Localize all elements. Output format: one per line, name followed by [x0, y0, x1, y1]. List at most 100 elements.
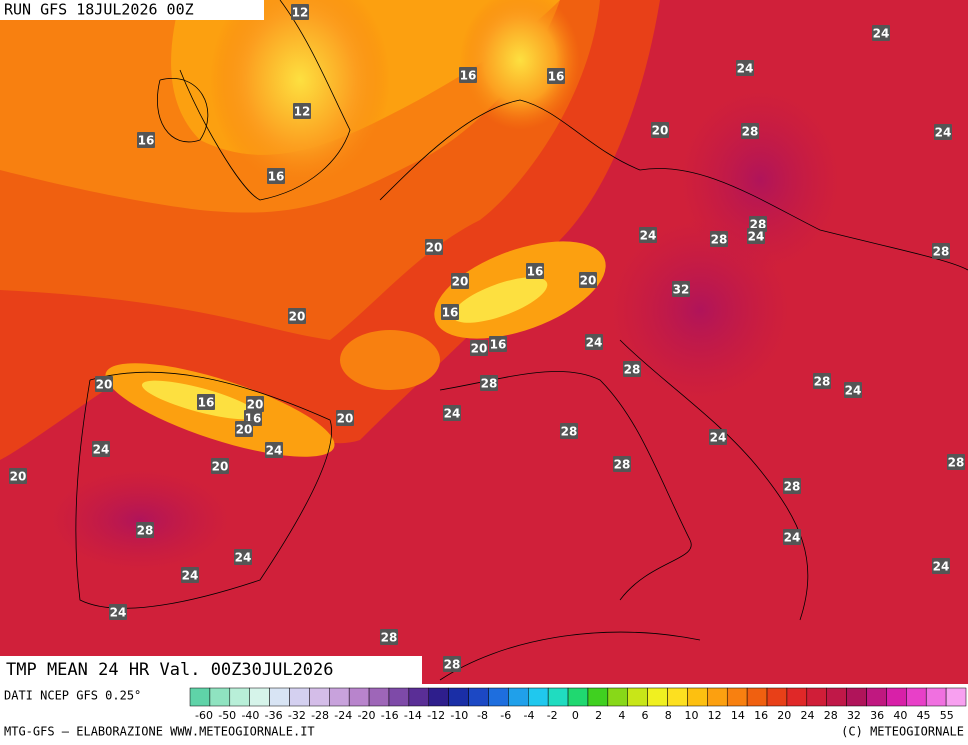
colorbar-label: 0 — [572, 709, 579, 722]
contour-label-box — [783, 529, 801, 545]
contour-label: 16 — [548, 70, 565, 84]
contour-label: 28 — [561, 425, 578, 439]
contour-label-box — [109, 604, 127, 620]
contour-label-box — [95, 376, 113, 392]
contour-label-box — [560, 423, 578, 439]
copyright: (C) METEOGIORNALE — [841, 725, 964, 739]
contour-label-box — [489, 336, 507, 352]
contour-label: 24 — [784, 531, 801, 545]
colorbar-label: -24 — [334, 709, 352, 722]
colorbar-cell — [925, 687, 947, 707]
colorbar-cell — [587, 687, 609, 707]
contour-label: 28 — [481, 377, 498, 391]
contour-label-box — [709, 429, 727, 445]
colorbar-label: -28 — [311, 709, 329, 722]
contour-label: 32 — [673, 283, 690, 297]
contour-label: 12 — [292, 6, 309, 20]
contour-label: 28 — [444, 658, 461, 672]
colorbar-cell — [707, 687, 728, 707]
colorbar-cell — [567, 687, 589, 707]
contour-label-box — [783, 478, 801, 494]
contour-label-box — [211, 458, 229, 474]
colorbar-cell — [229, 687, 250, 707]
colorbar-cell — [448, 687, 469, 707]
contour-label: 28 — [137, 524, 154, 538]
colorbar-cell — [786, 687, 808, 707]
colorbar-label: 45 — [917, 709, 931, 722]
contour-label-box — [470, 340, 488, 356]
colorbar-label: -12 — [427, 709, 445, 722]
contour-label: 20 — [426, 241, 443, 255]
contour-label: 20 — [96, 378, 113, 392]
colorbar-cell — [468, 687, 489, 707]
colorbar-cell — [627, 687, 648, 707]
contour-label: 20 — [337, 412, 354, 426]
colorbar-cell — [547, 687, 569, 707]
contour-label: 20 — [10, 470, 27, 484]
contour-label: 28 — [614, 458, 631, 472]
contour-label-box — [459, 67, 477, 83]
colorbar-cell — [687, 687, 708, 707]
contour-label-box — [288, 308, 306, 324]
colorbar-cell — [726, 687, 748, 707]
contour-label-box — [291, 4, 309, 20]
colorbar-label: 12 — [708, 709, 722, 722]
colorbar-label: -4 — [523, 709, 534, 722]
colorbar-label: -32 — [288, 709, 306, 722]
colorbar-label: 40 — [893, 709, 907, 722]
contour-label: 24 — [748, 230, 765, 244]
contour-label-box — [92, 441, 110, 457]
colorbar-label: 6 — [642, 709, 649, 722]
contour-label: 28 — [624, 363, 641, 377]
colorbar-label: 2 — [595, 709, 602, 722]
contour-label-box — [623, 361, 641, 377]
colorbar-cell — [647, 687, 668, 707]
contour-label-box — [443, 656, 461, 672]
contour-label: 20 — [289, 310, 306, 324]
colorbar-label: -8 — [477, 709, 488, 722]
colorbar-label: -40 — [241, 709, 259, 722]
contour-label: 24 — [110, 606, 127, 620]
colorbar-cell — [408, 687, 430, 707]
contour-label-box — [747, 228, 765, 244]
colorbar-cell — [826, 687, 847, 707]
contour-label-box — [672, 281, 690, 297]
contour-label: 24 — [182, 569, 199, 583]
colorbar-label: 8 — [665, 709, 672, 722]
run-box — [0, 0, 264, 20]
colorbar-cell — [508, 687, 529, 707]
contour-label-box — [235, 421, 253, 437]
colorbar-label: 16 — [754, 709, 768, 722]
title-box — [0, 656, 422, 684]
contour-label: 28 — [711, 233, 728, 247]
colorbar-cell — [368, 687, 390, 707]
contour-label-box — [932, 243, 950, 259]
colorbar-cell — [886, 687, 907, 707]
colorbar-cell — [329, 687, 350, 707]
colorbar-label: -60 — [195, 709, 213, 722]
contour-label-box — [872, 25, 890, 41]
contour-label-box — [451, 273, 469, 289]
colorbar-label: -2 — [547, 709, 558, 722]
contour-label: 16 — [442, 306, 459, 320]
contour-label-box — [9, 468, 27, 484]
contour-label-box — [425, 239, 443, 255]
contour-label-box — [639, 227, 657, 243]
colorbar-cell — [348, 687, 370, 707]
contour-label-box — [736, 60, 754, 76]
contour-label: 20 — [236, 423, 253, 437]
contour-label: 24 — [93, 443, 110, 457]
contour-label-box — [585, 334, 603, 350]
contour-label-box — [234, 549, 252, 565]
run-label: RUN GFS 18JUL2026 00Z — [4, 1, 194, 19]
colorbar-label: 24 — [801, 709, 815, 722]
colorbar-cell — [866, 687, 887, 707]
contour-label-box — [197, 394, 215, 410]
colorbar-cell — [846, 687, 867, 707]
contour-label: 20 — [652, 124, 669, 138]
colorbar-label: -10 — [450, 709, 468, 722]
contour-label-box — [443, 405, 461, 421]
contour-label: 28 — [742, 125, 759, 139]
contour-label-box — [246, 396, 264, 412]
